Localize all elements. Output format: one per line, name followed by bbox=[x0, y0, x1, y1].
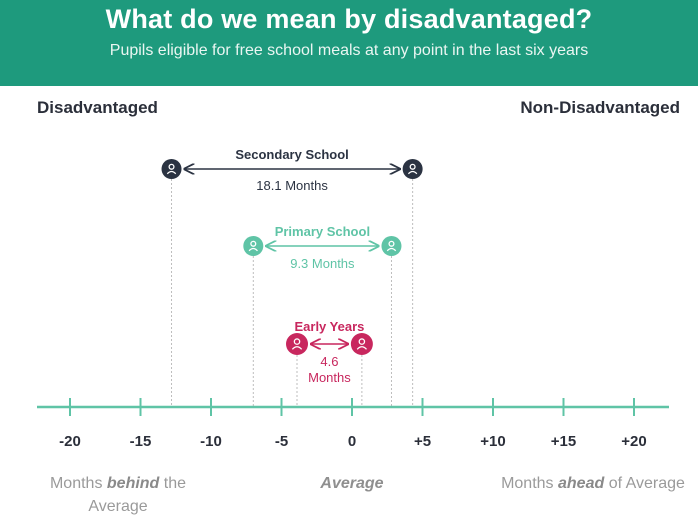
caption-behind-post: the Average bbox=[88, 475, 187, 515]
axis-tick-label: -5 bbox=[275, 433, 288, 450]
months-behind-caption: Months behind the Average bbox=[20, 472, 216, 518]
page-subtitle: Pupils eligible for free school meals at… bbox=[109, 42, 589, 59]
gap-name: Secondary School bbox=[235, 147, 348, 162]
caption-ahead-pre: Months bbox=[501, 475, 558, 492]
gap-primary: Primary School 9.3 Months bbox=[243, 224, 402, 271]
gap-name: Early Years bbox=[294, 319, 364, 334]
page-title: What do we mean by disadvantaged? bbox=[105, 4, 593, 34]
person-icon bbox=[402, 159, 423, 179]
gap-value-label: Months bbox=[308, 370, 351, 385]
person-icon bbox=[350, 333, 373, 355]
person-icon bbox=[286, 333, 309, 355]
gap-secondary: Secondary School 18.1 Months bbox=[161, 147, 423, 193]
months-ahead-caption: Months ahead of Average bbox=[500, 472, 686, 495]
caption-ahead-emphasis: ahead bbox=[558, 475, 605, 492]
axis-tick-label: 0 bbox=[348, 433, 356, 450]
person-icon bbox=[161, 159, 182, 179]
person-icon bbox=[243, 236, 264, 256]
caption-behind-pre: Months bbox=[49, 475, 107, 492]
axis-tick-label: -15 bbox=[130, 433, 152, 450]
person-icon bbox=[381, 236, 402, 256]
gap-value-label: 4.6 bbox=[320, 354, 338, 369]
caption-behind-emphasis: behind bbox=[106, 475, 160, 492]
axis-tick-label: +15 bbox=[551, 433, 576, 450]
non-disadvantaged-label: Non-Disadvantaged bbox=[520, 98, 680, 117]
average-caption: Average bbox=[320, 475, 384, 492]
header-banner: What do we mean by disadvantaged? Pupils… bbox=[0, 0, 698, 86]
axis-tick-label: +10 bbox=[480, 433, 505, 450]
caption-ahead-post: of Average bbox=[604, 475, 685, 492]
disadvantaged-label: Disadvantaged bbox=[37, 98, 158, 117]
gap-value-label: 9.3 Months bbox=[290, 256, 355, 271]
gap-value-label: 18.1 Months bbox=[256, 178, 328, 193]
axis-tick-label: -20 bbox=[59, 433, 81, 450]
gap-name: Primary School bbox=[275, 224, 370, 239]
axis-tick-label: +20 bbox=[621, 433, 646, 450]
axis-tick-label: +5 bbox=[414, 433, 431, 450]
axis-tick-label: -10 bbox=[200, 433, 222, 450]
